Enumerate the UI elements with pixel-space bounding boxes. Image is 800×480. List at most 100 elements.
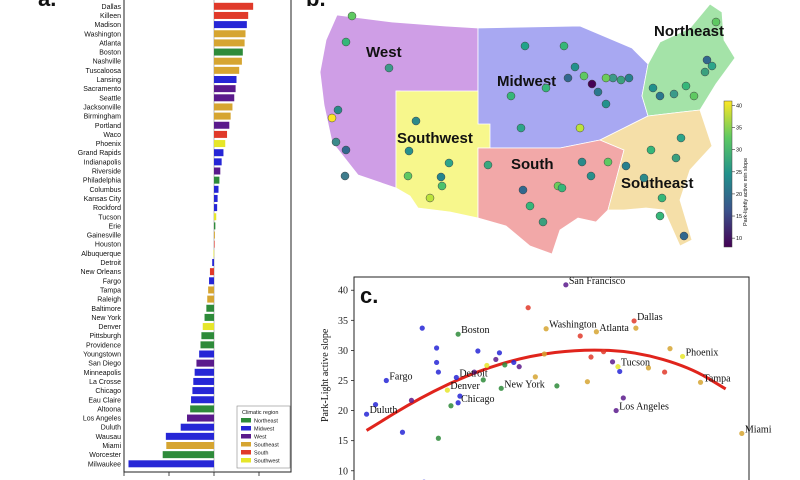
bar-category-label: La Crosse [89,379,121,386]
panel-c-letter: c. [360,283,378,308]
legend-swatch [241,450,251,455]
map-city-dot [341,145,351,155]
scatter-point [433,345,440,351]
bar [214,57,242,65]
bar-category-label: Albuquerque [81,251,121,258]
scatter-y-tick-label: 40 [338,286,348,297]
bar-category-label: Boston [99,50,121,57]
bar-category-label: Miami [102,443,121,450]
bar-category-label: Jacksonville [83,104,121,111]
map-city-dot [570,62,580,72]
region-label-midwest: Midwest [497,73,556,90]
scatter-point [516,364,522,370]
legend-entry: Midwest [254,427,275,433]
map-city-dot [506,91,516,101]
scatter-point [617,368,623,375]
bar [192,387,214,395]
scatter-point [541,351,547,357]
bar [214,94,235,102]
bar [214,85,236,93]
bar-category-label: Erie [109,223,122,230]
bar [214,185,219,193]
scatter-labeled-point [615,364,621,370]
bar-category-label: Lansing [96,77,121,84]
scatter-labeled-point [453,374,459,381]
scatter-axes: 101520253035405.07.510.012.515.017.520.0… [338,286,354,477]
bar [214,194,218,202]
map-city-dot [676,133,686,143]
map-city-dot [340,171,350,181]
bar-category-label: Pittsburgh [89,333,121,340]
panel-a-letter: a. [38,0,56,11]
map-city-dot [577,157,587,167]
map-city-dot [436,172,446,182]
legend-swatch [241,426,251,431]
map-city-dot [331,137,341,147]
bar-category-label: New Orleans [81,269,122,276]
scatter-labeled-point [631,318,637,324]
bar [209,268,214,276]
bar [180,423,214,431]
bar-category-label: Houston [95,242,121,249]
bar-category-label: Philadelphia [83,178,121,185]
scatter-point [554,383,560,389]
bar [214,39,245,47]
scatter-point [480,377,486,383]
scatter-point [633,325,639,331]
map-city-dot [648,83,658,93]
bar [191,396,214,404]
bar [214,158,222,166]
map-city-dot [347,11,357,21]
bar-category-label: Nashville [93,59,122,66]
scatter-labeled-point [455,331,461,337]
scatter-trend-line [365,348,727,432]
map-city-dot [624,73,634,83]
scatter-point-label: Duluth [370,405,398,416]
region-southeast [599,109,713,247]
scatter-point [408,397,415,403]
bar-category-label: Tuscaloosa [85,68,121,75]
scatter-point [433,359,440,366]
bar-category-label: Riverside [92,169,121,176]
map-city-dot [483,160,493,170]
bar-category-label: Wausau [96,434,122,441]
scatter-labeled-point [363,411,370,417]
scatter-y-tick-label: 15 [338,436,348,447]
map-city-dot [520,41,530,51]
map-city-dot [639,173,649,183]
map-city-dot [538,217,548,227]
map-city-dot [669,89,679,99]
bar-category-label: Killeen [100,13,121,20]
map-city-dot [575,123,585,133]
scatter-point [457,393,463,399]
colorbar-tick-label: 25 [736,170,742,176]
bar [214,30,246,38]
scatter-point [645,365,652,371]
bar-category-label: Portland [95,123,121,130]
colorbar-label: Park-lightly active min slope [743,158,749,226]
bar [214,112,231,120]
map-city-dot [601,99,611,109]
scatter-point-label: Fargo [389,371,412,382]
bar-category-label: Fargo [103,278,121,285]
bar-category-label: Kansas City [84,196,122,203]
bar-category-label: Seattle [99,95,121,102]
scatter-point [532,374,538,380]
map-city-dot [444,158,454,168]
bar-category-label: Madison [95,22,122,29]
colorbar-tick-label: 30 [736,148,742,154]
legend-entry: Northeast [254,419,278,425]
scatter-y-tick-label: 10 [338,466,348,477]
legend-swatch [241,442,251,447]
bar-category-label: Tucson [98,214,121,221]
map-city-dot [579,71,589,81]
bar-chart-frame [123,0,292,473]
bar-category-label: Sacramento [83,86,121,93]
map-city-dot [403,171,413,181]
scatter-point-label: Tucson [621,358,650,369]
bar [214,121,230,129]
scatter-point [419,325,425,331]
map-city-dot [563,73,573,83]
scatter-y-tick-label: 20 [338,406,348,417]
